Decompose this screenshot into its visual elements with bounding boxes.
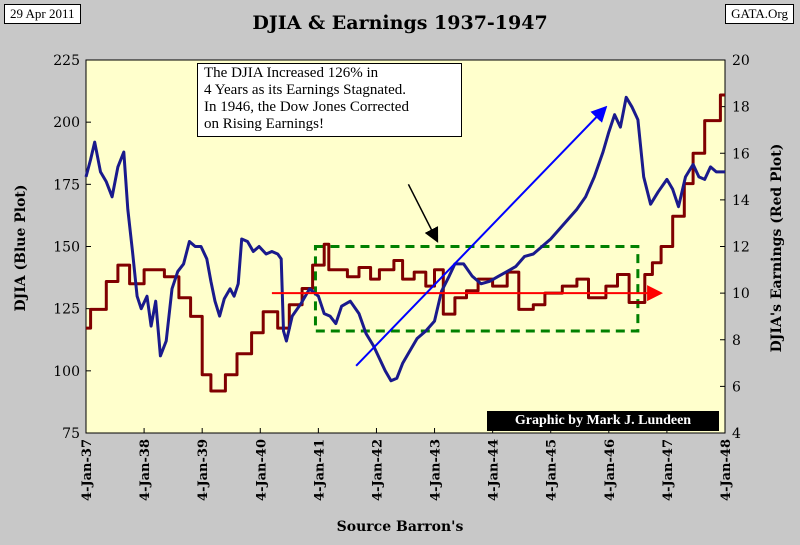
- date-label: 29 Apr 2011: [4, 4, 81, 24]
- x-axis: 4-Jan-37 4-Jan-38 4-Jan-39 4-Jan-40 4-Jan-41…: [80, 428, 734, 501]
- y-tick-label-left: 75: [62, 426, 80, 442]
- chart-title: DJIA & Earnings 1937-1947: [252, 12, 548, 34]
- y-tick-label-right: 14: [732, 193, 750, 209]
- arrow-layer: [271, 105, 664, 367]
- annotation-note: The DJIA Increased 126% in 4 Years as it…: [197, 63, 462, 137]
- y-tick-label-left: 125: [53, 302, 80, 318]
- series-layer: [84, 93, 725, 393]
- y-tick-label-left: 175: [53, 177, 80, 193]
- earnings-line: [86, 93, 725, 393]
- stagnation-dashed-box: [313, 245, 640, 333]
- y-tick-label-right: 8: [732, 333, 741, 349]
- left-axis: 75 100 125 150 175 200 225: [53, 53, 91, 442]
- y-axis-label-right: DJIA's Earnings (Red Plot): [769, 144, 785, 353]
- x-tick-label: 4-Jan-43: [429, 439, 444, 501]
- right-axis: 4 6 8 10 12 14 16 18 20: [720, 53, 750, 442]
- x-tick-label: 4-Jan-47: [661, 439, 676, 501]
- y-tick-label-right: 4: [732, 426, 741, 442]
- x-tick-label: 4-Jan-48: [719, 439, 734, 501]
- y-tick-label-right: 16: [732, 146, 750, 162]
- note-pointer-arrow: [407, 183, 439, 243]
- x-tick-label: 4-Jan-45: [545, 439, 560, 501]
- y-axis-label-left: DJIA (Blue Plot): [13, 184, 29, 311]
- y-tick-label-left: 100: [53, 364, 80, 380]
- x-tick-label: 4-Jan-42: [370, 439, 385, 501]
- x-tick-label: 4-Jan-44: [487, 439, 502, 501]
- x-tick-label: 4-Jan-41: [312, 439, 327, 501]
- y-tick-label-left: 150: [53, 240, 80, 256]
- y-tick-label-right: 6: [732, 379, 741, 395]
- y-tick-label-right: 18: [732, 100, 750, 116]
- note-line: 4 Years as its Earnings Stagnated.: [204, 82, 407, 98]
- x-tick-label: 4-Jan-37: [80, 439, 95, 501]
- x-tick-label: 4-Jan-38: [138, 439, 153, 501]
- djia-trend-arrow: [355, 105, 608, 367]
- source-label: GATA.Org: [725, 4, 794, 24]
- note-line: In 1946, the Dow Jones Corrected: [204, 99, 409, 115]
- y-tick-label-right: 12: [732, 240, 750, 256]
- x-tick-label: 4-Jan-46: [603, 439, 618, 501]
- y-tick-label-right: 10: [732, 286, 750, 302]
- x-tick-label: 4-Jan-39: [196, 439, 211, 501]
- y-tick-label-left: 200: [53, 115, 80, 131]
- y-tick-label-left: 225: [53, 53, 80, 69]
- credit-label: Graphic by Mark J. Lundeen: [487, 411, 719, 431]
- note-line: on Rising Earnings!: [204, 116, 324, 132]
- note-line: The DJIA Increased 126% in: [204, 65, 379, 81]
- djia-line: [84, 95, 725, 383]
- stagnation-box: [313, 245, 640, 333]
- x-tick-label: 4-Jan-40: [254, 439, 269, 501]
- y-tick-label-right: 20: [732, 53, 750, 69]
- x-axis-label: Source Barron's: [336, 519, 464, 535]
